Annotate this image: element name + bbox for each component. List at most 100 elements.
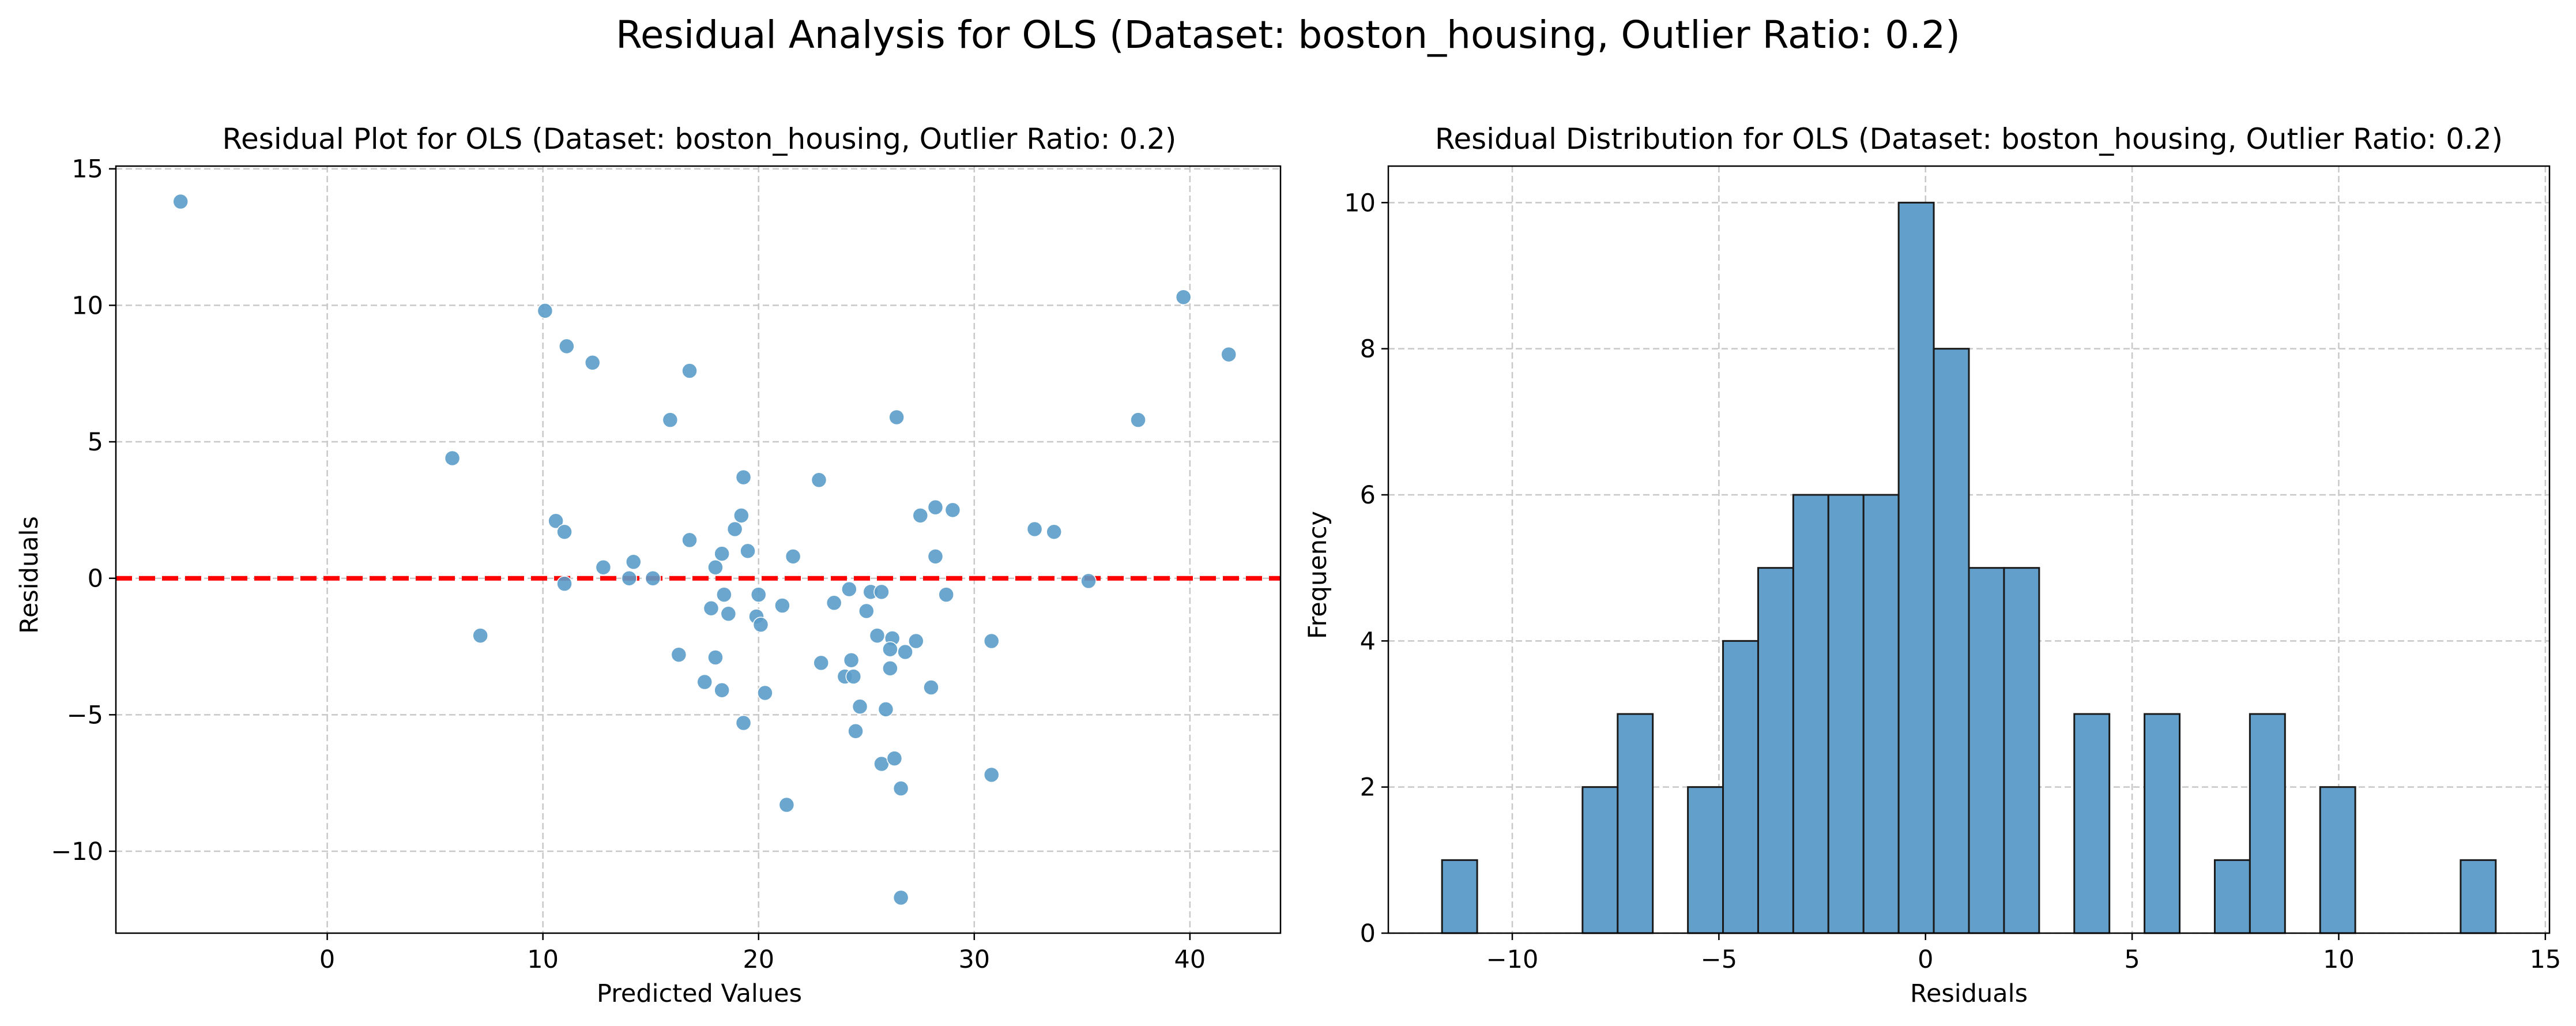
- residual-point: [848, 723, 864, 739]
- residual-point: [813, 655, 829, 671]
- histogram-bar: [2144, 713, 2181, 934]
- residual-point: [888, 409, 905, 426]
- y-tick-label: 5: [88, 428, 103, 457]
- histogram-bar: [1862, 494, 1900, 934]
- residual-point: [556, 576, 573, 592]
- residual-point: [927, 548, 944, 565]
- x-tick-label: −5: [1701, 945, 1737, 974]
- residual-point: [548, 513, 564, 529]
- y-tick-label: 8: [1360, 335, 1376, 364]
- residual-point: [707, 649, 724, 666]
- residual-plot-grid: [116, 166, 1281, 933]
- residual-point: [892, 889, 909, 906]
- residual-point: [778, 796, 795, 813]
- histogram-bar: [1933, 348, 1970, 934]
- residual-point: [172, 193, 189, 210]
- residual-point: [714, 682, 730, 698]
- residual-point: [858, 603, 875, 619]
- residual-point: [735, 715, 752, 731]
- residual-distribution-x-label: Residuals: [1910, 979, 2028, 1008]
- y-tick-label: 10: [71, 291, 103, 320]
- x-tick-label: 15: [2529, 945, 2561, 974]
- y-tick-label: −5: [67, 701, 103, 730]
- residual-point: [1175, 289, 1192, 305]
- histogram-bar: [2460, 859, 2497, 934]
- residual-point: [703, 600, 720, 617]
- residual-distribution-title: Residual Distribution for OLS (Dataset: …: [1435, 122, 2503, 156]
- residual-point: [845, 668, 862, 685]
- residual-distribution-panel: Residual Distribution for OLS (Dataset: …: [1304, 122, 2561, 1008]
- residual-plot-x-label: Predicted Values: [597, 979, 802, 1008]
- histogram-bar: [1968, 567, 2005, 934]
- x-tick-label: 30: [958, 945, 990, 974]
- residual-point: [537, 303, 553, 319]
- residual-point: [882, 660, 898, 677]
- histogram-bar: [1897, 201, 1935, 934]
- residual-point: [707, 559, 724, 576]
- residual-plot-frame: [115, 165, 1282, 934]
- residual-point: [1046, 524, 1062, 540]
- residual-point: [912, 508, 929, 524]
- histogram-bar: [2319, 786, 2356, 934]
- histogram-bar: [1581, 786, 1619, 934]
- residual-point: [444, 450, 461, 467]
- y-tick-label: 0: [88, 565, 103, 593]
- residual-distribution-y-label: Frequency: [1304, 511, 1332, 639]
- histogram-bar: [1687, 786, 1724, 934]
- residual-point: [1026, 521, 1043, 538]
- residual-point: [671, 647, 687, 663]
- histogram-bar: [1757, 567, 1794, 934]
- residual-point: [720, 606, 737, 622]
- residual-point: [774, 597, 790, 614]
- residual-point: [595, 559, 612, 576]
- x-tick-label: 10: [2323, 945, 2355, 974]
- y-tick-label: 10: [1344, 189, 1376, 217]
- residual-plot-y-label: Residuals: [15, 516, 44, 634]
- residual-point: [927, 499, 944, 516]
- residual-point: [882, 641, 898, 657]
- residual-plot-x-ticks: 0 10 20 30 40: [319, 933, 1206, 974]
- x-tick-label: 40: [1174, 945, 1206, 974]
- residual-plot-panel: Residual Plot for OLS (Dataset: boston_h…: [15, 122, 1282, 1008]
- residual-point: [983, 633, 1000, 649]
- residual-point: [716, 587, 732, 603]
- residual-points: [172, 193, 1237, 906]
- residual-point: [908, 633, 924, 649]
- residual-distribution-x-ticks: −10 −5 0 5 10 15: [1486, 933, 2561, 974]
- residual-point: [878, 701, 894, 717]
- residual-point: [621, 570, 638, 587]
- residual-point: [559, 338, 575, 355]
- residual-point: [938, 587, 954, 603]
- residual-point: [1221, 346, 1237, 363]
- histogram-bar: [1792, 494, 1829, 934]
- histogram-bar: [1827, 494, 1865, 934]
- y-tick-label: −10: [51, 837, 103, 866]
- residual-point: [645, 570, 661, 587]
- residual-point: [757, 685, 773, 701]
- histogram-bar: [2073, 713, 2111, 934]
- y-tick-label: 2: [1360, 773, 1376, 802]
- residual-point: [826, 595, 842, 611]
- residual-point: [662, 412, 679, 428]
- residual-point: [785, 548, 801, 565]
- residual-point: [740, 543, 756, 559]
- histogram-bar: [2249, 713, 2286, 934]
- x-tick-label: 0: [1918, 945, 1933, 974]
- residual-plot-y-ticks: −10 −5 0 5 10 15: [51, 155, 116, 866]
- figure-title: Residual Analysis for OLS (Dataset: bost…: [616, 13, 1960, 57]
- residual-plot-title: Residual Plot for OLS (Dataset: boston_h…: [223, 122, 1177, 156]
- residual-point: [626, 554, 642, 570]
- residual-point: [681, 363, 698, 379]
- residual-point: [735, 469, 752, 486]
- residual-distribution-y-ticks: 0 2 4 6 8 10: [1344, 189, 1388, 948]
- y-tick-label: 0: [1360, 919, 1376, 948]
- x-tick-label: 5: [2124, 945, 2140, 974]
- histogram-bar: [2003, 567, 2040, 934]
- residual-point: [892, 780, 909, 796]
- residual-point: [923, 679, 939, 696]
- residual-point: [843, 652, 860, 668]
- x-tick-label: 0: [319, 945, 335, 974]
- y-tick-label: 15: [71, 155, 103, 184]
- residual-point: [752, 617, 769, 633]
- residual-point: [869, 627, 886, 644]
